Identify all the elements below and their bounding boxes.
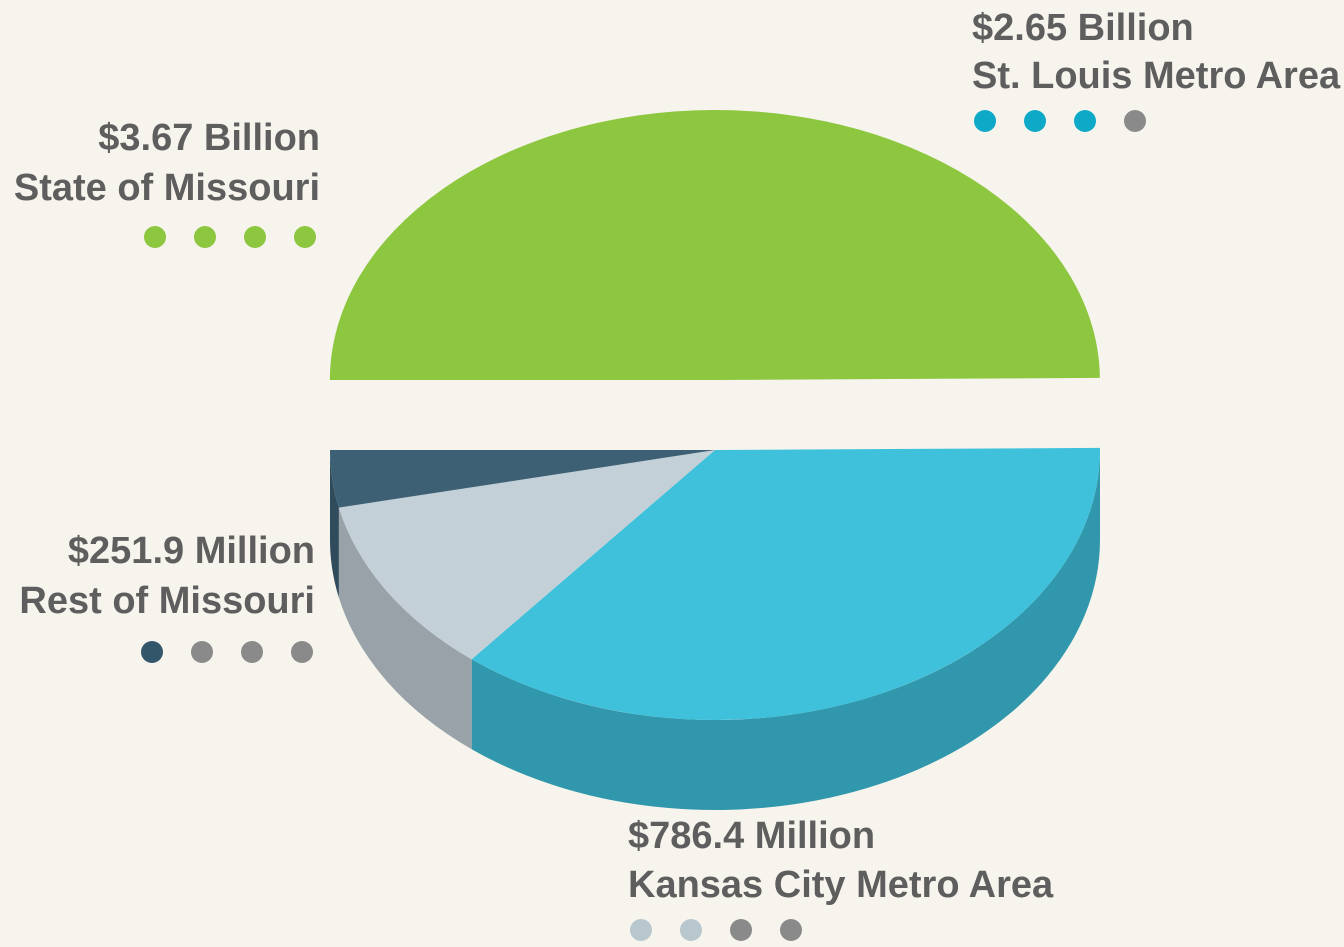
slice-side	[338, 507, 472, 750]
value-label: $3.67 Billion	[98, 117, 320, 159]
slice	[330, 450, 715, 508]
slice	[471, 447, 1100, 720]
dots	[144, 226, 316, 248]
category-label: State of Missouri	[14, 167, 320, 209]
slice-side	[330, 450, 339, 598]
value-label: $2.65 Billion	[972, 7, 1194, 49]
pie-3d	[329, 110, 1100, 810]
value-label: $786.4 Million	[628, 815, 875, 857]
category-label: St. Louis Metro Area	[972, 55, 1341, 97]
category-label: Rest of Missouri	[19, 580, 315, 622]
slice	[329, 110, 1100, 381]
value-label: $251.9 Million	[68, 530, 315, 572]
category-label: Kansas City Metro Area	[628, 864, 1054, 906]
dots	[630, 919, 802, 941]
dots	[141, 641, 313, 663]
slice	[338, 450, 715, 660]
dots	[974, 110, 1146, 132]
slice-side	[471, 450, 1100, 810]
